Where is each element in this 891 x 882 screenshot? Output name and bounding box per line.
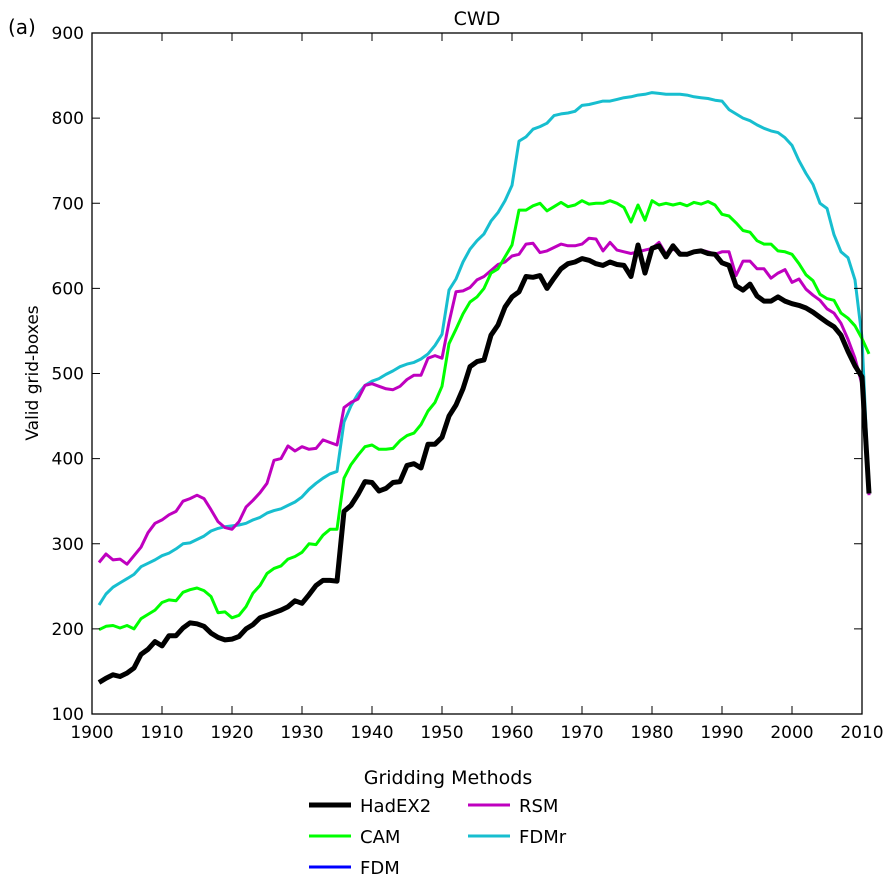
plot-frame [91,32,863,715]
y-tick-label: 900 [52,24,84,44]
legend-label-fdm: FDM [360,858,400,879]
legend-label-cam: CAM [360,827,400,848]
x-tick-label: 1950 [420,723,463,743]
y-tick-label: 400 [52,450,84,470]
series-layer [97,91,872,685]
x-tick-label: 1940 [350,723,393,743]
x-tick-label: 1960 [490,723,533,743]
x-tick-label: 1930 [280,723,323,743]
legend-label-rsm: RSM [519,796,558,817]
y-tick-label: 200 [52,620,84,640]
x-tick-label: 1910 [140,723,183,743]
panel-label: (a) [8,15,36,39]
x-tick-label: 1900 [70,723,113,743]
legend-title: Gridding Methods [364,767,533,789]
y-tick-label: 100 [52,705,84,725]
legend-label-hadex2: HadEX2 [360,796,431,817]
series-line-rsm [97,236,871,566]
y-tick-label: 800 [52,109,84,129]
x-tick-label: 1980 [630,723,673,743]
series-line-cam [98,199,871,632]
y-tick-label: 600 [52,279,84,299]
axis-ticks: 1900 1910 1920 1930 1940 1950 1960 1970 1980 1990… [52,24,884,743]
x-tick-label: 1990 [700,723,743,743]
series-line-hadex2 [97,242,872,685]
legend: Gridding Methods HadEX2 CAM FDM RSM FDMr [309,767,567,879]
x-tick-label: 1970 [560,723,603,743]
legend-label-fdmr: FDMr [519,827,567,848]
y-axis-label: Valid grid-boxes [23,305,43,440]
series-line-fdmr [97,91,871,606]
x-tick-label: 2010 [840,723,883,743]
legend-items: HadEX2 CAM FDM RSM FDMr [309,796,567,879]
x-tick-label: 2000 [770,723,813,743]
x-tick-label: 1920 [210,723,253,743]
y-tick-label: 500 [52,365,84,385]
y-tick-label: 700 [52,194,84,214]
y-tick-label: 300 [52,535,84,555]
chart-title: CWD [454,8,501,30]
